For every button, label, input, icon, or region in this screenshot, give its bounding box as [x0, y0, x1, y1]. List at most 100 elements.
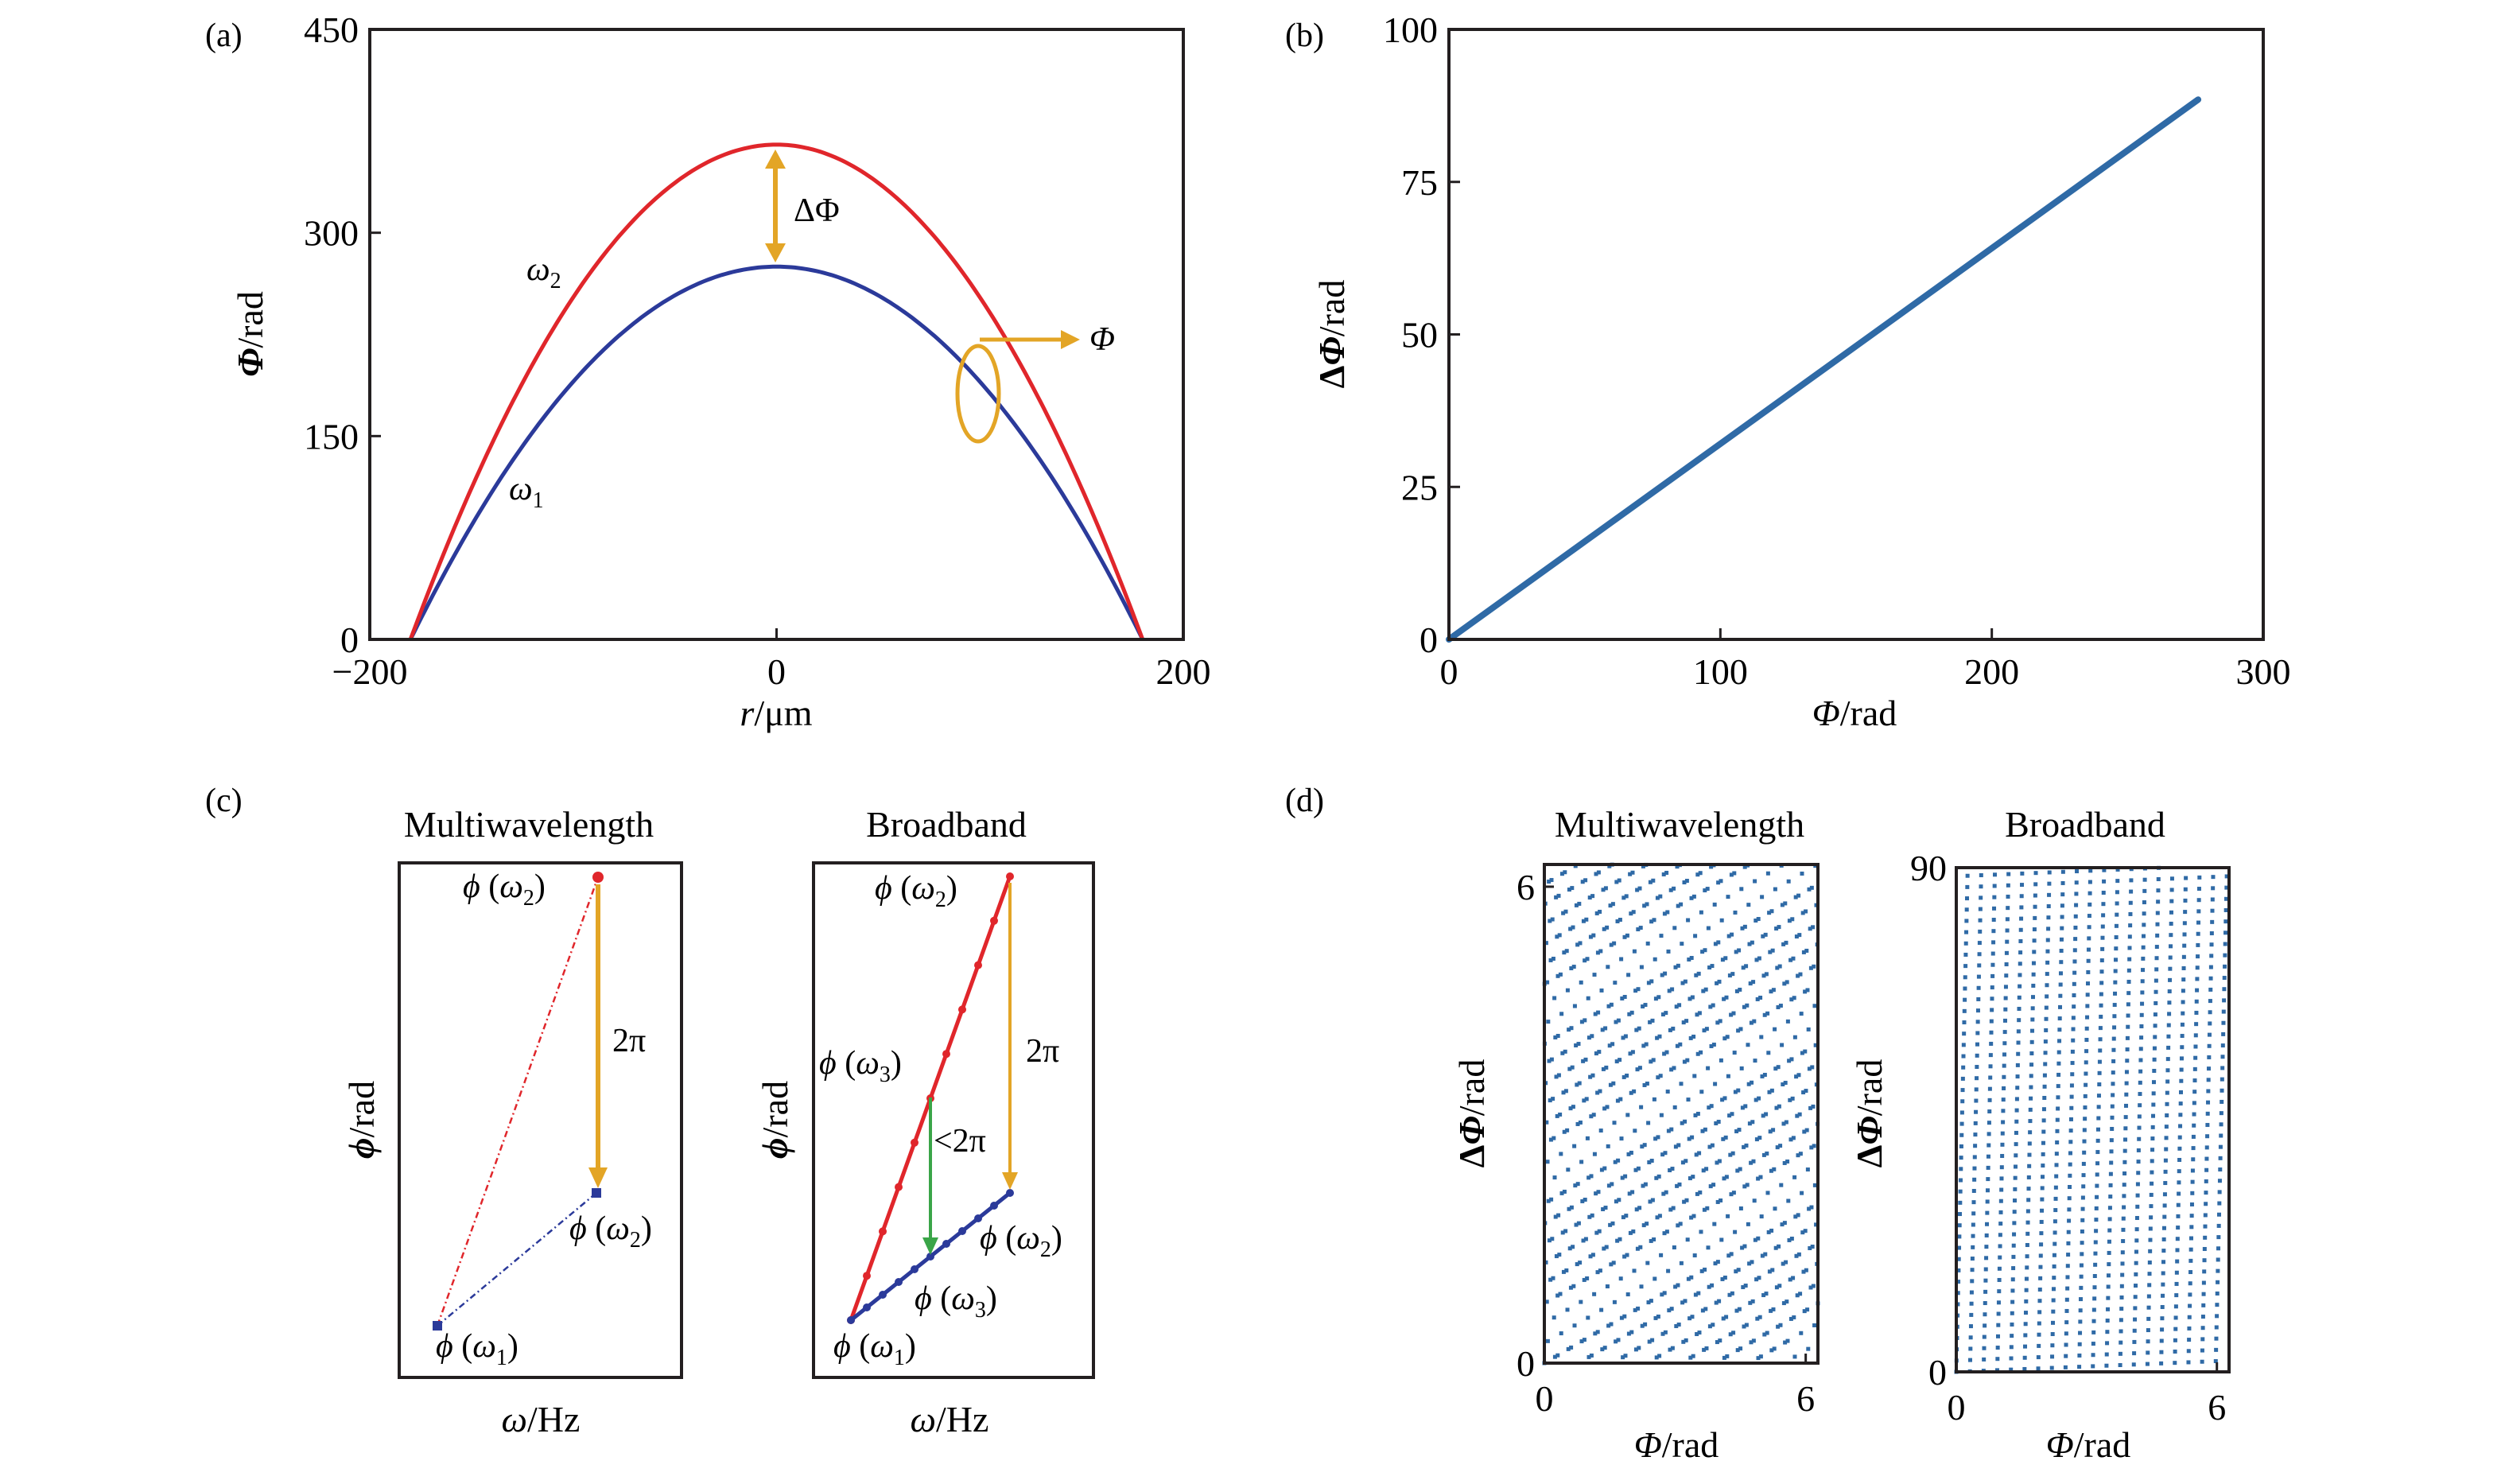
scatter-point	[1685, 1058, 1690, 1062]
scatter-point	[1722, 1036, 1727, 1041]
scatter-point	[1574, 903, 1579, 907]
scatter-point	[1666, 1129, 1671, 1133]
scatter-point	[1616, 1018, 1621, 1023]
scatter-point	[2190, 1168, 2195, 1173]
scatter-point	[1753, 1237, 1757, 1242]
scatter-point	[2202, 1246, 2207, 1251]
scatter-point	[1806, 1346, 1811, 1351]
scatter-point	[1754, 958, 1759, 962]
scatter-point	[2114, 946, 2119, 951]
scatter-point	[2146, 1339, 2150, 1344]
scatter-point	[2124, 1081, 2129, 1086]
scatter-point	[2161, 1249, 2166, 1253]
scatter-point	[2082, 1139, 2087, 1144]
scatter-point	[1602, 927, 1606, 931]
scatter-point	[1760, 895, 1765, 899]
scatter-point	[1586, 1354, 1591, 1359]
scatter-point	[2135, 1193, 2140, 1198]
scatter-point	[2148, 1226, 2153, 1231]
scatter-point	[1711, 1043, 1716, 1047]
scatter-point	[2095, 1150, 2100, 1155]
scatter-point	[1959, 1110, 1964, 1115]
scatter-point	[2112, 1014, 2117, 1019]
scatter-point	[2218, 1144, 2223, 1149]
scatter-point	[1728, 1152, 1733, 1157]
scatter-point	[2161, 1271, 2165, 1276]
scatter-point	[1796, 973, 1800, 978]
scatter-point	[1814, 1222, 1819, 1227]
scatter-point	[1549, 1057, 1554, 1062]
scatter-point	[2098, 1048, 2103, 1053]
scatter-point	[1611, 1081, 1616, 1086]
scatter-point	[1557, 1253, 1562, 1257]
scatter-point	[2151, 1080, 2156, 1085]
scatter-point	[2167, 1000, 2172, 1005]
scatter-point	[1654, 1355, 1659, 1360]
scatter-point	[2147, 1260, 2152, 1265]
scatter-point	[1974, 1109, 1979, 1114]
scatter-point	[1689, 956, 1694, 961]
scatter-point	[1622, 995, 1627, 1000]
scatter-point	[2183, 898, 2188, 903]
scatter-point	[1590, 1213, 1594, 1218]
scatter-point	[1674, 1004, 1679, 1009]
scatter-point	[2105, 1330, 2110, 1334]
scatter-point	[1812, 964, 1816, 969]
d1-ticks: 0 606	[1517, 867, 1815, 1419]
scatter-point	[2068, 1162, 2072, 1167]
scatter-point	[1607, 864, 1612, 868]
scatter-point	[1549, 1197, 1554, 1202]
scatter-point	[2196, 931, 2200, 936]
scatter-point	[2115, 879, 2120, 884]
scatter-point	[2029, 1074, 2033, 1078]
scatter-point	[2033, 871, 2038, 876]
scatter-point	[1605, 925, 1610, 930]
scatter-point	[1591, 1113, 1596, 1117]
scatter-point	[2045, 994, 2049, 999]
c1-omega2-line	[436, 876, 600, 1327]
scatter-point	[2177, 1169, 2181, 1174]
scatter-point	[2073, 914, 2078, 919]
scatter-point	[1719, 879, 1723, 884]
scatter-point	[1975, 1020, 1980, 1024]
scatter-point	[2023, 1322, 2028, 1327]
scatter-point	[1796, 1252, 1801, 1257]
scatter-point	[2060, 880, 2065, 885]
scatter-point	[2099, 981, 2104, 985]
scatter-point	[1976, 974, 1981, 979]
scatter-point	[2159, 1350, 2164, 1354]
scatter-point	[2094, 1218, 2099, 1222]
scatter-point	[1971, 1188, 1976, 1193]
scatter-point	[1732, 871, 1737, 876]
y-tick-label: 100	[1383, 10, 1438, 50]
scatter-point	[2015, 1086, 2020, 1090]
scatter-point	[1670, 987, 1675, 992]
scatter-point	[2047, 892, 2052, 897]
scatter-point	[1645, 1261, 1650, 1265]
scatter-point	[2058, 993, 2063, 998]
scatter-point	[1983, 1278, 1988, 1283]
scatter-point	[1959, 1156, 1963, 1160]
scatter-point	[2175, 1259, 2180, 1264]
scatter-point	[2030, 1028, 2035, 1033]
scatter-point	[2036, 1355, 2041, 1360]
scatter-point	[2108, 1183, 2113, 1187]
scatter-point	[2133, 1295, 2138, 1299]
scatter-point	[1681, 1339, 1686, 1344]
scatter-point	[2036, 1366, 2041, 1371]
y-tick-label: 25	[1401, 467, 1438, 507]
scatter-point	[2208, 987, 2213, 992]
scatter-point	[1650, 1198, 1655, 1202]
scatter-point	[2015, 1062, 2020, 1067]
scatter-point	[2044, 1028, 2049, 1032]
scatter-point	[1632, 949, 1637, 954]
scatter-point	[1700, 1129, 1705, 1133]
scatter-point	[2128, 900, 2133, 905]
scatter-point	[1625, 1113, 1630, 1117]
scatter-point	[2018, 938, 2023, 943]
scatter-point	[1641, 1043, 1646, 1048]
scatter-point	[2150, 1148, 2155, 1152]
scatter-point	[1990, 996, 1994, 1001]
scatter-point	[2072, 981, 2076, 986]
scatter-point	[2119, 1340, 2123, 1345]
